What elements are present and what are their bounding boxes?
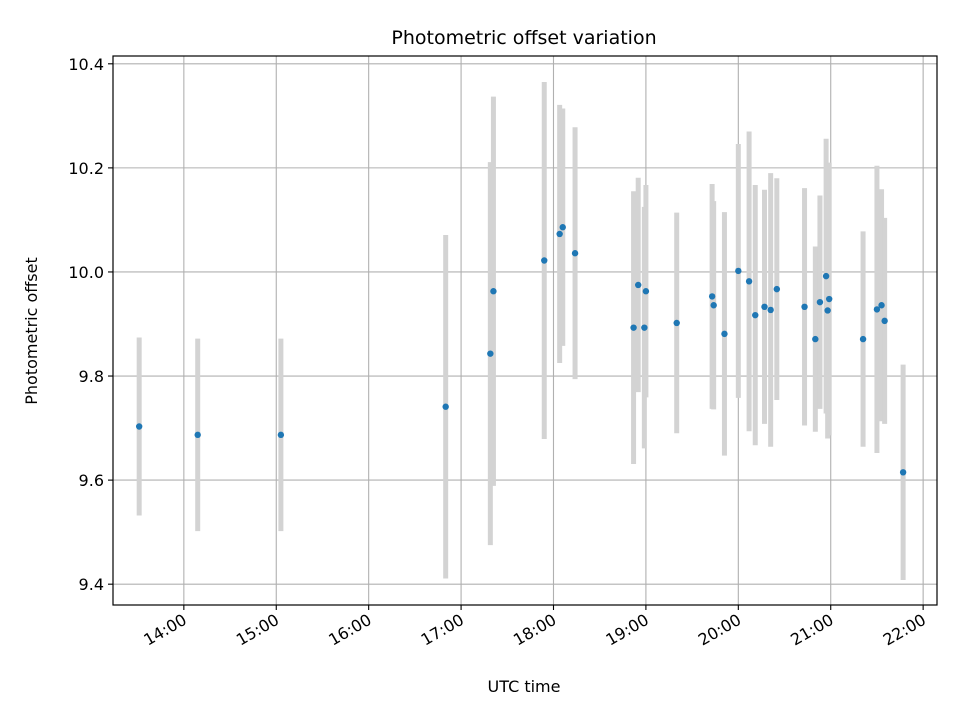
data-point	[710, 302, 717, 309]
y-tick-label: 9.4	[79, 575, 104, 594]
data-point	[556, 230, 563, 238]
data-point	[541, 257, 548, 264]
data-point	[825, 295, 833, 303]
data-point	[673, 319, 680, 327]
y-axis-ticks: 9.4 9.6 9.8 10.0 10.2 10.4	[68, 55, 113, 594]
data-point	[135, 423, 143, 430]
y-tick-label: 10.4	[68, 55, 104, 74]
data-point	[487, 350, 494, 357]
data-point	[635, 281, 642, 289]
data-point	[642, 288, 650, 295]
data-point	[767, 306, 774, 314]
y-tick-label: 9.8	[79, 367, 104, 386]
data-point	[721, 330, 728, 338]
data-point	[859, 335, 867, 343]
data-point	[194, 431, 201, 439]
data-point	[816, 298, 824, 306]
data-point	[630, 324, 637, 331]
chart-title: Photometric offset variation	[391, 27, 656, 49]
data-point	[822, 272, 830, 280]
y-tick-label: 10.0	[68, 263, 104, 282]
y-axis-label: Photometric offset	[22, 257, 41, 405]
data-points	[135, 224, 907, 476]
data-point	[745, 278, 753, 285]
data-point	[752, 311, 759, 319]
data-point	[878, 302, 885, 309]
data-point	[899, 469, 907, 476]
data-point	[708, 293, 716, 300]
data-point	[277, 431, 285, 439]
data-point	[824, 307, 831, 314]
y-tick-label: 9.6	[79, 471, 104, 490]
grid	[113, 56, 937, 605]
data-point	[571, 250, 579, 257]
x-axis-label: UTC time	[488, 677, 561, 696]
data-point	[881, 317, 888, 325]
data-point	[442, 403, 449, 410]
data-point	[801, 303, 808, 311]
plot-frame	[112, 55, 938, 606]
data-point	[735, 267, 742, 275]
data-point	[773, 285, 781, 293]
y-tick-label: 10.2	[68, 159, 104, 178]
data-point	[559, 224, 566, 231]
data-point	[641, 324, 648, 331]
data-point	[761, 303, 768, 311]
data-point	[490, 288, 497, 295]
data-point	[873, 306, 881, 313]
data-point	[812, 335, 819, 343]
